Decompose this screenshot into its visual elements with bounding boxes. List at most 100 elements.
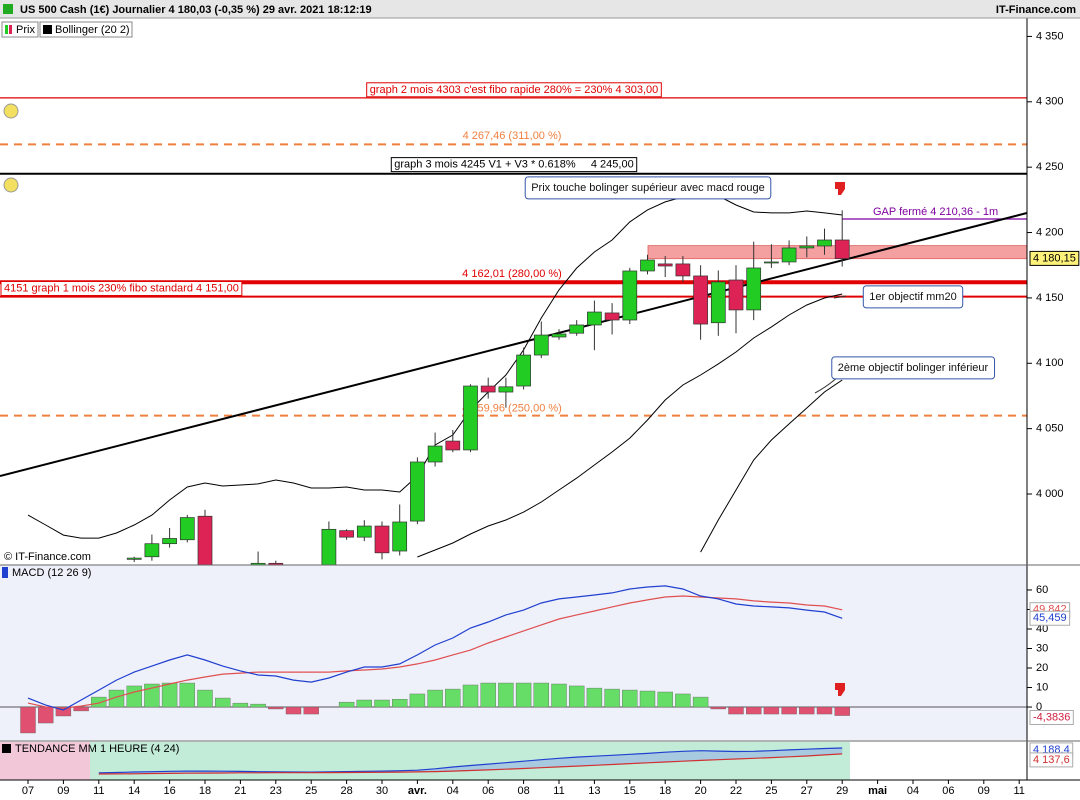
watermark: © IT-Finance.com [4,551,91,563]
histogram-bar [250,703,266,708]
candle-body [587,311,602,326]
legend-swatch [5,25,8,34]
candle-body [533,334,549,356]
histogram-bar [374,699,390,708]
histogram-bar [763,706,780,715]
histogram-bar [338,701,355,708]
histogram-bar [55,706,72,717]
candle-body [463,385,478,451]
histogram-bar [268,706,284,710]
legend-swatch [2,744,11,753]
panel-title: MACD (12 26 9) [12,567,91,579]
panel-title: TENDANCE MM 1 HEURE (4 24) [15,743,179,755]
y-tick-label: 20 [1036,662,1048,674]
thumbs-down-icon [835,683,845,696]
x-tick-label: 15 [624,785,636,797]
candle-body [746,267,762,311]
legend-swatch [9,25,12,34]
x-tick-label: 21 [234,785,246,797]
macd-panel-marks [0,585,1027,734]
label-box [1029,250,1080,266]
candle-body [480,385,496,393]
candle-body [339,530,354,538]
histogram-bar [692,696,709,708]
legend-box [39,21,133,38]
candle-body [675,263,691,277]
header-icon [3,4,13,14]
thumbs-down-icon [835,182,845,195]
trend-line [98,753,843,775]
candle-body [197,515,213,565]
candle-body [781,247,797,263]
x-tick-label: 29 [836,785,848,797]
y-tick-label: 0 [1036,701,1042,713]
histogram-bar [409,693,426,708]
y-tick-label: 4 300 [1036,96,1064,108]
price-panel: graph 2 mois 4303 c'est fibo rapide 280%… [0,82,1027,565]
label-box [0,281,243,297]
histogram-bar [551,683,567,708]
level-label: graph 3 mois 4245 V1 + V3 * 0.618% 4 245… [394,159,633,171]
x-tick-label: 11 [553,785,564,797]
candle-body [604,312,620,321]
legend-swatch [2,567,8,578]
x-tick-label: 13 [588,785,600,797]
histogram-bar [657,691,673,708]
level-label: 4 059,96 (250,00 %) [462,403,562,415]
header-bar [0,0,1080,18]
x-tick-label: 06 [942,785,954,797]
histogram-bar [781,706,797,715]
candle-body [498,386,514,393]
candle-body [728,279,744,311]
histogram-last-label: -4,3836 [1033,711,1070,723]
histogram-bar [515,682,532,708]
label-box [390,157,638,173]
histogram-bar [126,685,142,708]
legend-swatch [43,25,52,34]
candle-body [250,562,266,565]
x-tick-label: 06 [482,785,494,797]
trend-line [98,747,843,774]
x-tick-label: 07 [22,785,34,797]
callout-box [862,285,964,309]
candle-body [569,324,585,334]
candle-body [622,270,638,321]
candle-body [392,521,408,552]
brand: IT-Finance.com [996,4,1076,16]
histogram-bar [38,706,54,724]
last-price-label: 4 180,15 [1033,252,1076,264]
x-tick-label: 11 [93,785,104,797]
histogram-bar [746,706,762,715]
candle-body [693,275,708,325]
trend-panel-marks [98,747,843,775]
histogram-bar [108,689,125,708]
candle-body [640,259,655,272]
callout-box [831,356,996,380]
x-tick-label: 25 [305,785,317,797]
macd-panel [0,565,1027,740]
y-tick-label: 4 050 [1036,423,1064,435]
legend-label: Prix [16,24,35,36]
histogram-bar [392,699,408,708]
x-tick-label: 22 [730,785,742,797]
y-tick-label: 30 [1036,642,1048,654]
histogram-bar [799,706,815,715]
candle-body [516,354,531,387]
histogram-bar [462,684,479,708]
histogram-bar [356,699,372,708]
chart-title: US 500 Cash (1€) Journalier 4 180,03 (-0… [20,4,372,16]
trend-bg-bear [0,742,90,780]
candle-body [126,557,142,560]
candle-body [162,538,177,545]
level-label: 4151 graph 1 mois 230% fibo standard 4 1… [4,283,239,295]
candle-body [799,245,815,249]
level-label: 4 162,01 (280,00 %) [462,268,562,280]
y-tick-label: 10 [1036,681,1048,693]
histogram-bar [710,706,726,710]
x-tick-label: 28 [340,785,352,797]
x-tick-label: 23 [270,785,282,797]
x-tick-label: 30 [376,785,388,797]
callout-pointer [833,295,847,299]
